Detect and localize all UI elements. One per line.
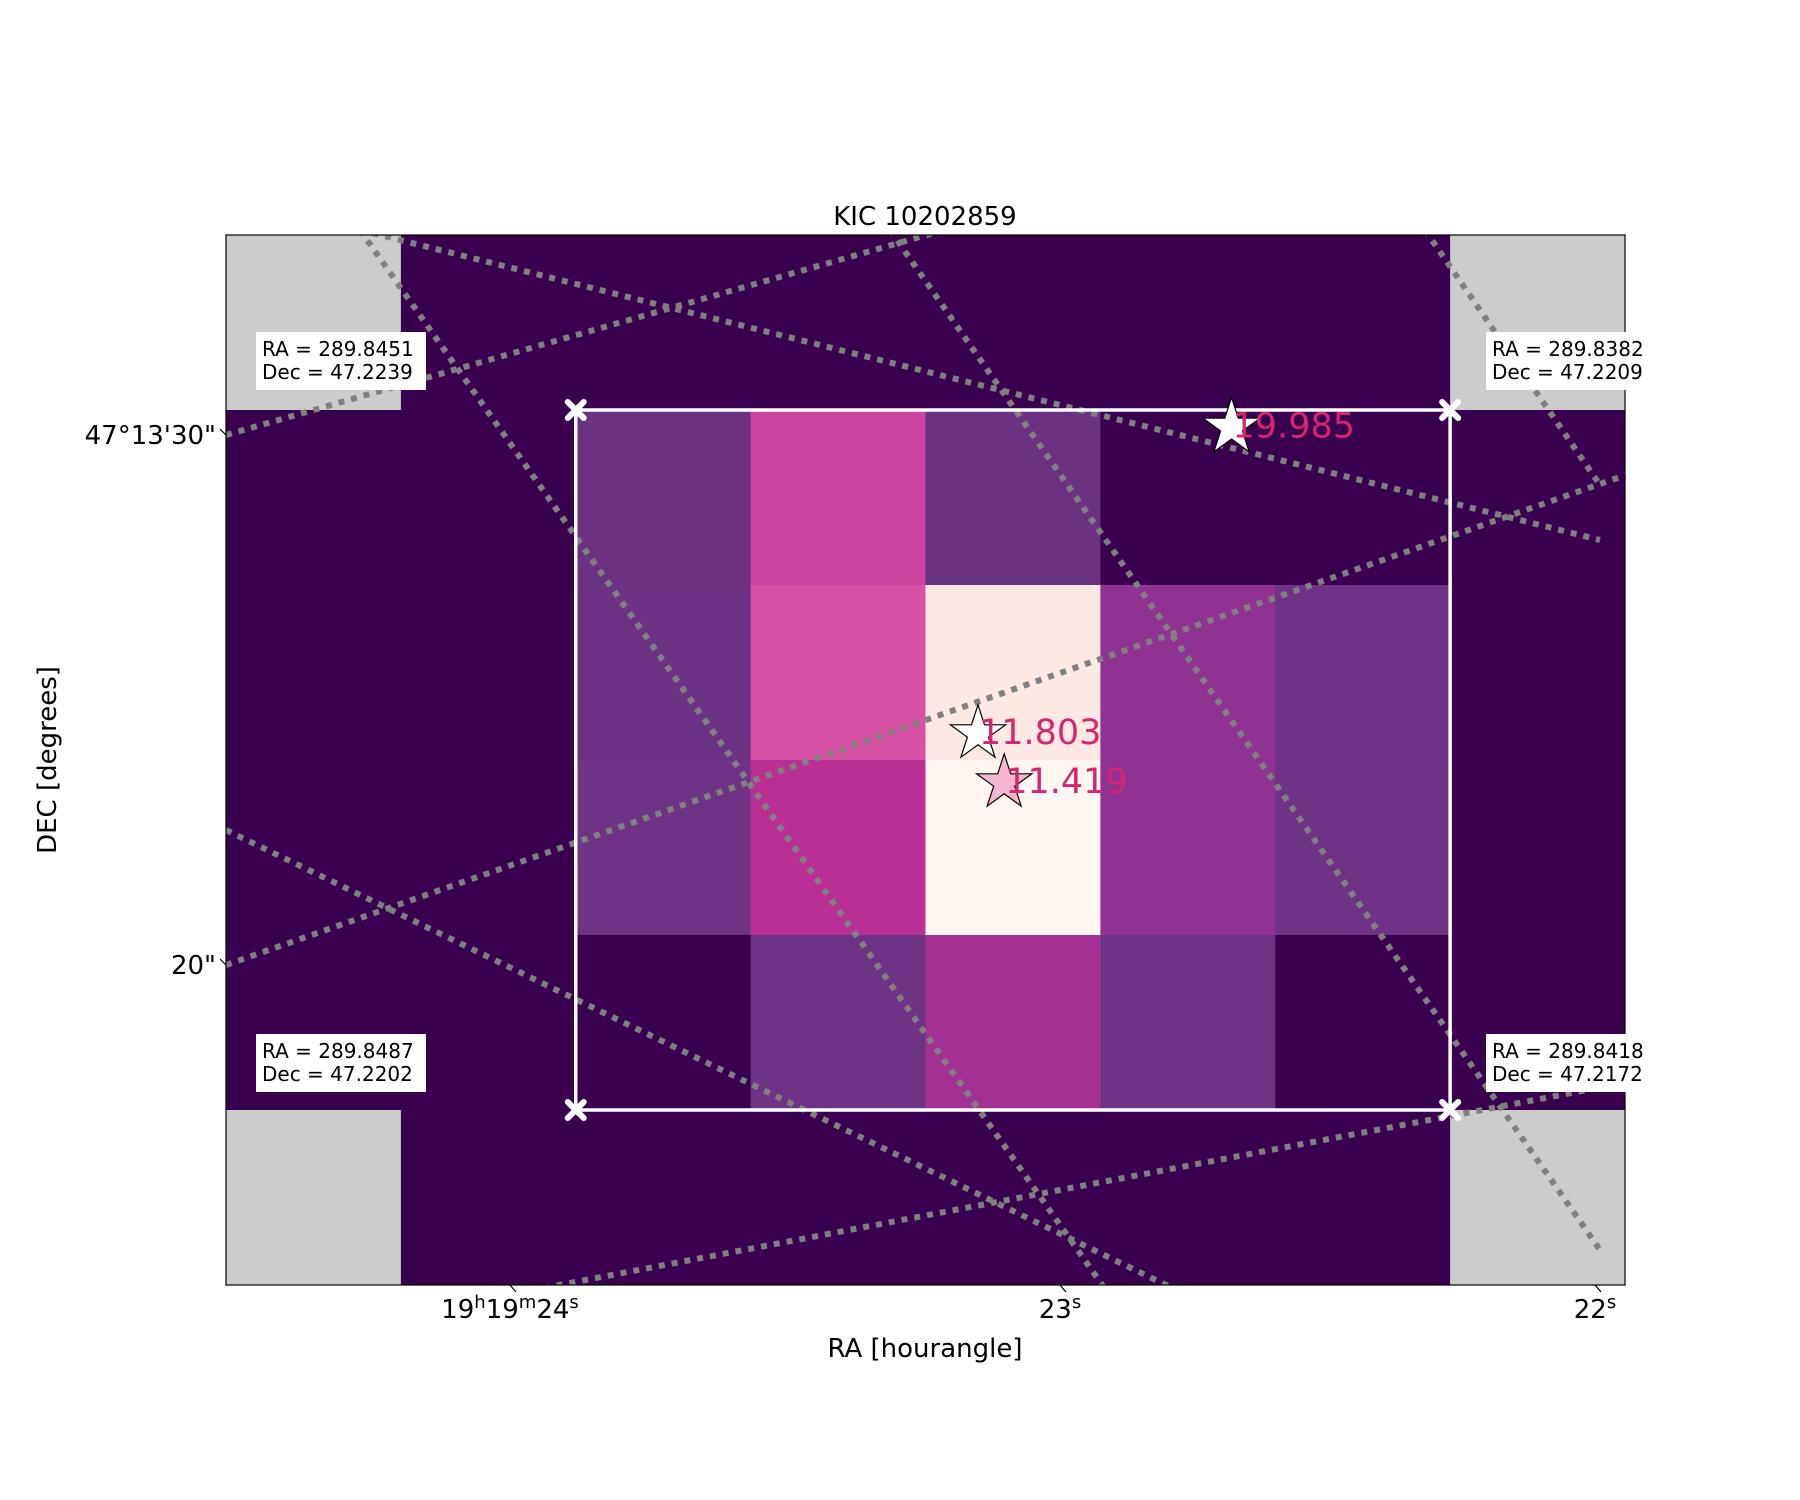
pixel-cell — [926, 935, 1101, 1111]
pixel-cell — [576, 1110, 751, 1286]
corner-dec-text: Dec = 47.2209 — [1492, 360, 1643, 384]
pixel-cell — [576, 410, 751, 586]
pixel-cell — [401, 1110, 576, 1286]
star-magnitude-label: 11.419 — [1005, 762, 1127, 802]
pixel-cell — [1100, 1110, 1275, 1286]
pixel-cell — [1275, 1110, 1450, 1286]
y-tick-mark — [220, 959, 226, 965]
pixel-cell — [1100, 235, 1275, 411]
corner-ra-text: RA = 289.8487 — [262, 1039, 414, 1063]
pixel-cell — [576, 935, 751, 1111]
y-tick-mark — [220, 429, 226, 435]
corner-ra-text: RA = 289.8382 — [1492, 337, 1644, 361]
x-tick-label: 23s — [1039, 1292, 1081, 1326]
pixel-cell — [401, 935, 576, 1111]
pixel-cell — [226, 760, 401, 936]
pixel-cell — [751, 235, 926, 411]
pixel-cell — [1100, 935, 1275, 1111]
x-tick-label: 19h19m24s — [441, 1292, 579, 1326]
x-tick-label: 22s — [1574, 1292, 1616, 1326]
chart-title: KIC 10202859 — [833, 202, 1016, 232]
pixel-cell — [751, 1110, 926, 1286]
pixel-cell — [1275, 935, 1450, 1111]
pixel-cell — [1450, 410, 1625, 586]
x-tick-mark — [1060, 1285, 1066, 1292]
pixel-cell — [1275, 235, 1450, 411]
pixel-cell — [926, 1110, 1101, 1286]
pixel-cell — [1275, 760, 1450, 936]
pixel-cell — [576, 585, 751, 761]
pixel-cell — [926, 235, 1101, 411]
star-magnitude-label: 11.803 — [979, 713, 1101, 753]
pixel-cell — [751, 760, 926, 936]
y-tick-label: 20" — [171, 951, 216, 981]
pixel-cell — [1450, 760, 1625, 936]
pixel-cell — [1100, 585, 1275, 761]
x-axis-label: RA [hourangle] — [827, 1334, 1022, 1364]
pixel-grid — [226, 235, 1626, 1286]
pixel-cell — [401, 585, 576, 761]
corner-dec-text: Dec = 47.2239 — [262, 360, 413, 384]
x-axis-ticks: 19h19m24s 23s 22s — [441, 1285, 1616, 1325]
x-tick-mark — [510, 1285, 516, 1292]
y-tick-label: 47°13'30" — [85, 421, 216, 451]
x-tick-mark — [1595, 1285, 1601, 1292]
pixel-cell — [751, 935, 926, 1111]
pixel-cell — [226, 1110, 401, 1286]
star-magnitude-label: 19.985 — [1233, 407, 1355, 447]
pixel-cell — [751, 410, 926, 586]
y-axis-ticks: 47°13'30" 20" — [85, 421, 226, 981]
pixel-cell — [1450, 585, 1625, 761]
pixel-cell — [1450, 1110, 1625, 1286]
pixel-cell — [1275, 585, 1450, 761]
pixel-cell — [751, 585, 926, 761]
corner-dec-text: Dec = 47.2202 — [262, 1062, 413, 1086]
corner-ra-text: RA = 289.8418 — [1492, 1039, 1644, 1063]
corner-dec-text: Dec = 47.2172 — [1492, 1062, 1643, 1086]
pixel-cell — [401, 760, 576, 936]
corner-ra-text: RA = 289.8451 — [262, 337, 414, 361]
pixel-cell — [226, 585, 401, 761]
pixel-cell — [226, 410, 401, 586]
pixel-cell — [576, 760, 751, 936]
pixel-cell — [576, 235, 751, 411]
y-axis-label: DEC [degrees] — [33, 666, 63, 854]
